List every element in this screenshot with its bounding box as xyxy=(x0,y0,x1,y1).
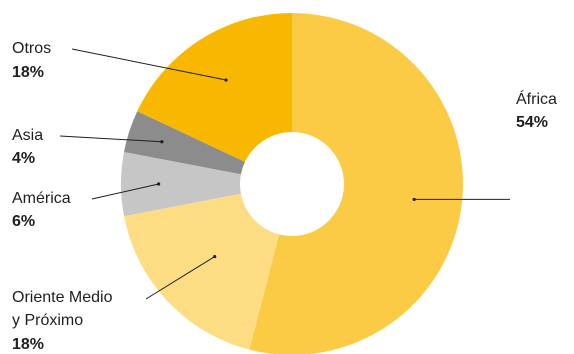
slice-label-africa: África xyxy=(516,89,557,108)
leader-line-asia xyxy=(59,135,162,143)
leader-line-oriente-medio-y-proximo xyxy=(145,256,215,300)
slice-value-africa: 54% xyxy=(516,114,548,131)
slice-africa xyxy=(249,13,463,354)
slice-otros xyxy=(137,13,292,162)
leader-line-otros xyxy=(71,48,227,81)
slice-label-america: América xyxy=(12,190,71,207)
slice-value-america: 6% xyxy=(12,213,35,230)
leader-line-america xyxy=(91,183,159,200)
slice-label-otros: Otros xyxy=(12,40,51,57)
slice-value-oriente-medio-y-proximo: 18% xyxy=(12,336,44,353)
slice-label-oriente-medio-y-proximo-line-2: y Próximo xyxy=(12,312,83,329)
donut-slices xyxy=(120,13,463,354)
slice-asia xyxy=(124,111,245,175)
slice-label-asia: Asia xyxy=(12,127,43,144)
slice-value-otros: 18% xyxy=(12,64,44,81)
slice-value-asia: 4% xyxy=(12,150,35,167)
slice-oriente-medio-y-proximo xyxy=(124,193,280,350)
slice-label-oriente-medio-y-proximo-line-1: Oriente Medio xyxy=(12,289,113,306)
slice-america xyxy=(120,151,241,217)
slice-labels: África 54% Oriente Medio y Próximo 18% Améric… xyxy=(12,40,557,353)
